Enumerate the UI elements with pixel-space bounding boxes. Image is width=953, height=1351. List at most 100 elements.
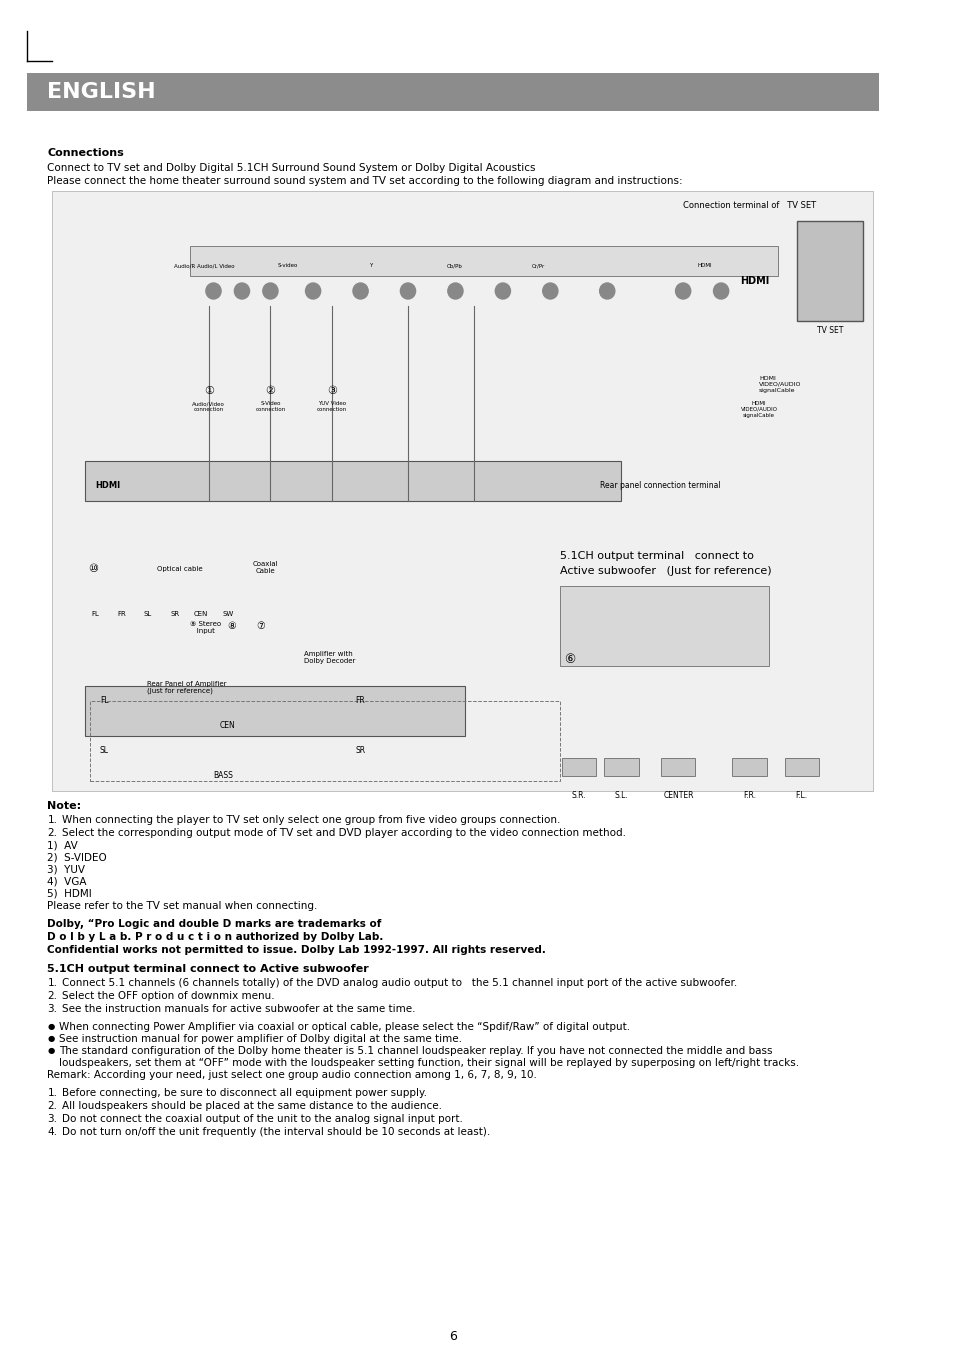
Text: 3.: 3. — [48, 1004, 57, 1015]
Text: When connecting Power Amplifier via coaxial or optical cable, please select the : When connecting Power Amplifier via coax… — [59, 1021, 629, 1032]
Text: SR: SR — [355, 746, 365, 755]
Text: 1.: 1. — [48, 1088, 57, 1098]
Text: See instruction manual for power amplifier of Dolby digital at the same time.: See instruction manual for power amplifi… — [59, 1034, 461, 1044]
Text: FL: FL — [100, 696, 109, 705]
Text: ⑦: ⑦ — [256, 621, 265, 631]
Text: ⑥: ⑥ — [564, 653, 576, 666]
FancyBboxPatch shape — [660, 758, 695, 775]
Text: SW: SW — [222, 611, 233, 617]
Circle shape — [542, 282, 558, 299]
Text: ●: ● — [48, 1021, 54, 1031]
Text: Dolby, “Pro Logic and double D marks are trademarks of: Dolby, “Pro Logic and double D marks are… — [48, 919, 381, 929]
Text: 6: 6 — [448, 1329, 456, 1343]
Text: ⑧: ⑧ — [228, 621, 236, 631]
Text: Amplifier with
Dolby Decoder: Amplifier with Dolby Decoder — [303, 651, 355, 663]
Text: 3)  YUV: 3) YUV — [48, 865, 86, 875]
Text: Connect 5.1 channels (6 channels totally) of the DVD analog audio output to   th: Connect 5.1 channels (6 channels totally… — [62, 978, 736, 988]
Text: Audio/R Audio/L Video: Audio/R Audio/L Video — [173, 263, 234, 267]
FancyBboxPatch shape — [784, 758, 818, 775]
Text: ③: ③ — [327, 386, 336, 396]
Text: F.L.: F.L. — [795, 790, 807, 800]
Text: ②: ② — [265, 386, 275, 396]
Text: Do not connect the coaxial output of the unit to the analog signal input port.: Do not connect the coaxial output of the… — [62, 1115, 462, 1124]
Text: BASS: BASS — [213, 771, 233, 780]
Text: CENTER: CENTER — [662, 790, 693, 800]
Text: 2.: 2. — [48, 1101, 57, 1111]
Circle shape — [400, 282, 416, 299]
Text: 4.: 4. — [48, 1127, 57, 1138]
Text: ⑨ Stereo
   Input: ⑨ Stereo Input — [190, 621, 221, 634]
Text: HDMI: HDMI — [94, 481, 120, 490]
Text: Before connecting, be sure to disconnect all equipment power supply.: Before connecting, be sure to disconnect… — [62, 1088, 426, 1098]
Text: Rear Panel of Amplifier
(Just for reference): Rear Panel of Amplifier (Just for refere… — [147, 681, 226, 694]
Text: Rear panel connection terminal: Rear panel connection terminal — [599, 481, 720, 490]
Text: 1)  AV: 1) AV — [48, 842, 78, 851]
Text: SL: SL — [100, 746, 109, 755]
Text: Connection terminal of   TV SET: Connection terminal of TV SET — [682, 201, 815, 209]
FancyBboxPatch shape — [86, 461, 620, 501]
Text: Remark: According your need, just select one group audio connection among 1, 6, : Remark: According your need, just select… — [48, 1070, 537, 1079]
Text: S-Video
connection: S-Video connection — [255, 401, 285, 412]
Text: HDMI: HDMI — [697, 263, 712, 267]
Text: 5.1CH output terminal connect to Active subwoofer: 5.1CH output terminal connect to Active … — [48, 965, 369, 974]
Circle shape — [262, 282, 277, 299]
Text: YUV Video
connection: YUV Video connection — [316, 401, 347, 412]
Text: Note:: Note: — [48, 801, 81, 811]
Text: Cr/Pr: Cr/Pr — [531, 263, 544, 267]
Text: 2.: 2. — [48, 992, 57, 1001]
Text: 3.: 3. — [48, 1115, 57, 1124]
Circle shape — [713, 282, 728, 299]
Text: F.R.: F.R. — [742, 790, 756, 800]
Circle shape — [675, 282, 690, 299]
Text: Do not turn on/off the unit frequently (the interval should be 10 seconds at lea: Do not turn on/off the unit frequently (… — [62, 1127, 490, 1138]
Circle shape — [206, 282, 221, 299]
Text: S.R.: S.R. — [571, 790, 585, 800]
Circle shape — [305, 282, 320, 299]
Text: Coaxial
Cable: Coaxial Cable — [253, 561, 278, 574]
FancyBboxPatch shape — [604, 758, 638, 775]
Text: Select the OFF option of downmix menu.: Select the OFF option of downmix menu. — [62, 992, 274, 1001]
Text: FR: FR — [355, 696, 365, 705]
Text: ●: ● — [48, 1046, 54, 1055]
Text: Please connect the home theater surround sound system and TV set according to th: Please connect the home theater surround… — [48, 176, 682, 186]
Text: Optical cable: Optical cable — [156, 566, 202, 571]
Text: 5)  HDMI: 5) HDMI — [48, 889, 92, 898]
FancyBboxPatch shape — [732, 758, 766, 775]
Text: 1.: 1. — [48, 815, 57, 825]
Text: S-video: S-video — [277, 263, 297, 267]
Text: Select the corresponding output mode of TV set and DVD player according to the v: Select the corresponding output mode of … — [62, 828, 625, 838]
Text: Audio/Video
connection: Audio/Video connection — [193, 401, 225, 412]
Text: 5.1CH output terminal   connect to: 5.1CH output terminal connect to — [559, 551, 753, 561]
Text: Active subwoofer   (Just for reference): Active subwoofer (Just for reference) — [559, 566, 771, 576]
Text: Please refer to the TV set manual when connecting.: Please refer to the TV set manual when c… — [48, 901, 317, 911]
Text: 2.: 2. — [48, 828, 57, 838]
Text: FL: FL — [91, 611, 99, 617]
Text: 2)  S-VIDEO: 2) S-VIDEO — [48, 852, 107, 863]
Text: ⑩: ⑩ — [88, 563, 98, 574]
Text: 4)  VGA: 4) VGA — [48, 877, 87, 888]
Text: ①: ① — [204, 386, 213, 396]
Text: FR: FR — [117, 611, 126, 617]
Text: See the instruction manuals for active subwoofer at the same time.: See the instruction manuals for active s… — [62, 1004, 415, 1015]
Text: CEN: CEN — [219, 721, 235, 730]
FancyBboxPatch shape — [559, 586, 768, 666]
Text: HDMI: HDMI — [740, 276, 768, 286]
FancyBboxPatch shape — [52, 190, 872, 790]
FancyBboxPatch shape — [190, 246, 778, 276]
Text: ENGLISH: ENGLISH — [48, 82, 156, 101]
Text: D o l b y L a b. P r o d u c t i o n authorized by Dolby Lab.: D o l b y L a b. P r o d u c t i o n aut… — [48, 932, 383, 942]
Text: TV SET: TV SET — [816, 326, 842, 335]
Text: Y: Y — [369, 263, 373, 267]
Text: loudspeakers, set them at “OFF” mode with the loudspeaker setting function, thei: loudspeakers, set them at “OFF” mode wit… — [59, 1058, 798, 1069]
Text: HDMI
VIDEO/AUDIO
signalCable: HDMI VIDEO/AUDIO signalCable — [740, 401, 777, 417]
FancyBboxPatch shape — [27, 73, 878, 111]
Circle shape — [234, 282, 250, 299]
Text: Connect to TV set and Dolby Digital 5.1CH Surround Sound System or Dolby Digital: Connect to TV set and Dolby Digital 5.1C… — [48, 163, 536, 173]
FancyBboxPatch shape — [86, 686, 464, 736]
Text: Connections: Connections — [48, 149, 124, 158]
FancyBboxPatch shape — [796, 222, 862, 322]
Text: CEN: CEN — [193, 611, 208, 617]
Circle shape — [495, 282, 510, 299]
Circle shape — [447, 282, 462, 299]
Text: S.L.: S.L. — [614, 790, 628, 800]
